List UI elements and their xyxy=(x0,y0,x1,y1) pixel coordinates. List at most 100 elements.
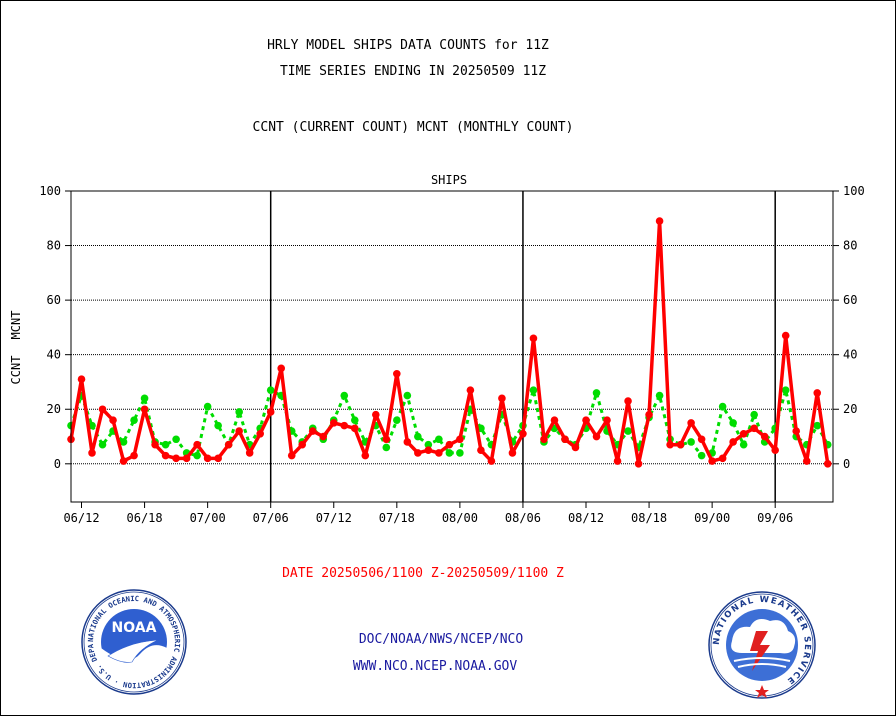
x-tick-label: 06/12 xyxy=(63,511,99,525)
x-tick-label: 07/12 xyxy=(316,511,352,525)
data-point-ccnt xyxy=(224,440,233,449)
data-point-ccnt xyxy=(582,416,590,424)
data-point-ccnt xyxy=(571,443,580,452)
data-point-mcnt xyxy=(729,419,737,427)
data-point-mcnt xyxy=(119,438,128,446)
data-point-ccnt xyxy=(550,416,559,424)
x-tick-label: 08/12 xyxy=(568,511,604,525)
data-point-ccnt xyxy=(203,454,212,463)
data-point-mcnt xyxy=(781,386,790,394)
data-point-mcnt xyxy=(350,416,359,424)
data-point-mcnt xyxy=(140,394,149,403)
data-point-mcnt xyxy=(750,410,758,419)
data-point-mcnt xyxy=(172,435,180,444)
y-tick-label-left: 80 xyxy=(47,239,61,253)
data-point-ccnt xyxy=(697,435,706,444)
y-axis-label-ccnt: CCNT xyxy=(9,356,23,385)
noaa-logo: NATIONAL OCEANIC AND ATMOSPHERIC ADMINIS… xyxy=(81,589,187,695)
data-point-ccnt xyxy=(708,457,716,465)
data-point-ccnt xyxy=(319,432,328,441)
data-point-ccnt xyxy=(561,435,569,444)
data-point-ccnt xyxy=(739,429,748,438)
data-point-ccnt xyxy=(655,217,664,225)
data-point-ccnt xyxy=(718,454,727,463)
data-point-ccnt xyxy=(393,369,401,378)
data-point-mcnt xyxy=(624,427,632,435)
data-point-mcnt xyxy=(414,432,422,441)
data-point-ccnt xyxy=(361,451,370,460)
data-point-ccnt xyxy=(813,389,822,397)
x-tick-label: 08/06 xyxy=(505,511,541,525)
data-point-ccnt xyxy=(540,435,548,444)
grid-layer xyxy=(71,245,833,465)
data-point-ccnt xyxy=(519,429,527,438)
data-point-ccnt xyxy=(414,449,422,457)
panel-label: SHIPS xyxy=(431,173,467,187)
data-point-mcnt xyxy=(739,440,748,449)
data-point-mcnt xyxy=(655,391,664,400)
tick-layer: 0 0 20 20 40 40 60 60 80 80 100 100 06/12 06/18 07/00 0… xyxy=(39,184,864,525)
data-point-ccnt xyxy=(435,449,443,457)
x-tick-label: 09/06 xyxy=(757,511,793,525)
data-point-ccnt xyxy=(729,438,737,446)
y-axis-label-mcnt: MCNT xyxy=(9,311,23,340)
data-point-ccnt xyxy=(487,457,496,465)
y-tick-label-right: 100 xyxy=(843,184,865,198)
data-point-mcnt xyxy=(456,449,464,457)
series-line-ccnt xyxy=(69,219,830,466)
credit-line-1: DOC/NOAA/NWS/NCEP/NCO xyxy=(358,632,524,647)
data-point-ccnt xyxy=(77,375,86,384)
data-point-ccnt xyxy=(256,429,264,438)
data-point-ccnt xyxy=(645,410,653,419)
series-layer xyxy=(67,217,832,468)
nws-logo: NATIONAL WEATHER SERVICE xyxy=(708,591,816,699)
x-tick-label: 06/18 xyxy=(127,511,163,525)
chart-title-line2: TIME SERIES ENDING IN 20250509 11Z xyxy=(279,64,547,79)
data-point-ccnt xyxy=(771,446,779,454)
data-point-ccnt xyxy=(130,451,138,460)
data-point-ccnt xyxy=(477,446,485,454)
data-point-mcnt xyxy=(813,421,822,430)
data-point-mcnt xyxy=(424,440,433,449)
data-point-ccnt xyxy=(98,405,107,414)
data-point-ccnt xyxy=(382,435,391,444)
data-point-mcnt xyxy=(718,402,727,411)
data-point-mcnt xyxy=(98,440,107,449)
data-point-ccnt xyxy=(687,419,695,427)
data-point-mcnt xyxy=(340,391,349,400)
data-point-ccnt xyxy=(456,435,464,444)
data-point-ccnt xyxy=(245,449,254,457)
data-point-ccnt xyxy=(634,460,643,468)
data-point-ccnt xyxy=(214,454,222,463)
data-point-mcnt xyxy=(697,451,706,460)
data-point-ccnt xyxy=(235,427,243,435)
data-point-ccnt xyxy=(172,454,180,463)
data-point-ccnt xyxy=(140,405,149,414)
y-tick-label-left: 20 xyxy=(47,402,61,416)
data-point-ccnt xyxy=(277,364,286,373)
data-point-ccnt xyxy=(266,408,275,416)
data-point-ccnt xyxy=(182,454,191,463)
data-point-mcnt xyxy=(130,416,138,424)
plot-border xyxy=(70,190,834,503)
date-range-label: DATE 20250506/1100 Z-20250509/1100 Z xyxy=(282,566,564,581)
data-point-mcnt xyxy=(592,389,601,397)
data-point-ccnt xyxy=(498,394,506,403)
y-tick-label-left: 60 xyxy=(47,293,61,307)
credit-line-2: WWW.NCO.NCEP.NOAA.GOV xyxy=(352,659,518,674)
data-point-ccnt xyxy=(329,419,338,427)
data-point-ccnt xyxy=(161,451,170,460)
x-tick-label: 07/18 xyxy=(379,511,415,525)
x-tick-label: 08/00 xyxy=(442,511,478,525)
y-tick-label-right: 20 xyxy=(843,402,857,416)
x-tick-label: 08/18 xyxy=(631,511,667,525)
data-point-ccnt xyxy=(287,451,296,460)
data-point-ccnt xyxy=(802,457,811,465)
data-point-mcnt xyxy=(203,402,212,411)
chart-title: HRLY MODEL SHIPS DATA COUNTS for 11Z xyxy=(267,38,549,53)
data-point-ccnt xyxy=(151,440,159,449)
data-point-ccnt xyxy=(424,446,433,454)
data-point-mcnt xyxy=(193,451,201,460)
data-point-mcnt xyxy=(445,449,454,457)
